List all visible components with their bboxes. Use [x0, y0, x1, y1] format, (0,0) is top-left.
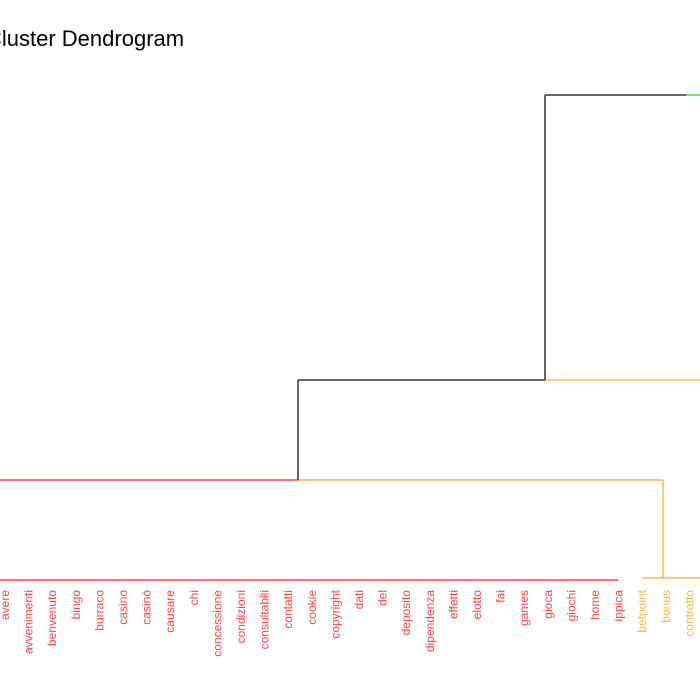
leaf-label: avvenimenti: [22, 590, 36, 654]
leaf-label: contatti: [281, 590, 295, 629]
leaf-label: condizioni: [234, 590, 248, 643]
leaf-label: effetti: [446, 590, 460, 619]
chart-title: Cluster Dendrogram: [0, 26, 185, 51]
leaf-label: home: [588, 590, 602, 620]
leaf-label: casino: [116, 590, 130, 625]
leaf-label: chi: [187, 590, 201, 605]
leaf-label: betpoint: [635, 589, 649, 632]
leaf-label: causare: [163, 590, 177, 633]
leaf-label: concessione: [210, 590, 224, 657]
leaf-label: cookie: [305, 590, 319, 625]
leaf-label: ippica: [612, 590, 626, 622]
leaf-label: burraco: [92, 590, 106, 631]
leaf-label: elotto: [470, 590, 484, 620]
leaf-label: del: [376, 590, 390, 606]
leaf-label: games: [517, 590, 531, 626]
leaf-label: fai: [494, 590, 508, 603]
leaf-label: dati: [352, 590, 366, 609]
leaf-label: deposito: [399, 590, 413, 636]
leaf-label: avere: [0, 590, 12, 620]
leaf-label: dipendenza: [423, 590, 437, 652]
leaf-label: copyright: [328, 589, 342, 638]
leaf-label: benvenuto: [45, 590, 59, 646]
leaf-label: casinò: [140, 590, 154, 625]
leaf-label: bingo: [69, 590, 83, 620]
leaf-label: consultabili: [258, 590, 272, 649]
leaf-label: contratto: [682, 590, 696, 637]
leaf-label: giochi: [564, 590, 578, 621]
leaf-label: bonus: [659, 590, 673, 623]
leaf-label: gioca: [541, 590, 555, 619]
